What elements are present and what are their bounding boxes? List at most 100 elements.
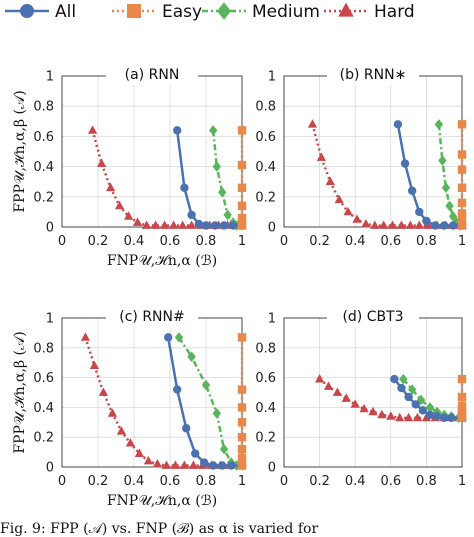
panel-title: (d) CBT3 [327, 305, 419, 327]
data-point-easy [457, 401, 467, 411]
data-point-all [210, 221, 220, 230]
data-point-medium [212, 161, 221, 172]
data-point-hard [403, 412, 414, 422]
y-tick-label: 0.2 [255, 431, 276, 446]
data-point-hard [132, 217, 143, 226]
data-point-medium [187, 351, 196, 362]
y-tick-label: 1 [268, 70, 276, 85]
x-tick-label: 1 [458, 234, 466, 249]
data-point-all [218, 461, 227, 470]
data-point-all [448, 221, 458, 230]
x-tick-label: 0 [280, 234, 288, 249]
data-point-all [422, 216, 431, 226]
x-tick-label: 0.8 [416, 474, 437, 489]
data-point-all [390, 374, 399, 384]
data-point-easy [237, 433, 247, 442]
data-point-hard [370, 220, 380, 229]
data-point-hard [105, 182, 116, 192]
series-easy [237, 126, 247, 230]
y-tick-label: 1 [268, 312, 276, 327]
figure-caption: Fig. 9: FPP (𝒜) vs. FNP (ℬ) as α is vari… [0, 521, 318, 537]
chart-panels: 0 0.2 0.4 0.6 0.8 1 0 0.2 0.4 0.6 0.8 1 (a) RNN FPP𝒰,… [12, 63, 467, 509]
panel-title-text: (a) RNN [125, 67, 180, 83]
data-point-hard [341, 393, 351, 402]
y-tick-label: 1 [46, 70, 54, 85]
x-tick-label: 0.8 [196, 234, 217, 249]
panel-title: (b) RNN∗ [327, 63, 419, 85]
data-point-all [415, 207, 424, 217]
data-point-medium [445, 200, 454, 212]
data-point-all [209, 461, 218, 470]
x-tick-label: 1 [238, 474, 246, 489]
data-point-hard [332, 387, 343, 396]
data-point-medium [399, 373, 408, 385]
x-axis-label: FNP𝒰,ℋn,α (ℬ) [107, 493, 217, 509]
data-point-medium [223, 209, 232, 221]
data-point-all [425, 410, 435, 420]
data-point-hard [188, 460, 199, 469]
data-point-hard [107, 408, 118, 417]
data-point-hard [89, 360, 100, 370]
data-point-hard [307, 119, 318, 128]
data-point-all [411, 400, 420, 409]
data-point-all [418, 406, 428, 415]
plot-area [284, 318, 462, 467]
x-tick-label: 0.2 [309, 474, 330, 489]
data-point-hard [150, 220, 161, 229]
panel-title-text: (d) CBT3 [342, 309, 403, 325]
x-tick-label: 1 [458, 474, 466, 489]
data-point-easy [237, 403, 247, 412]
data-point-medium [201, 379, 211, 391]
legend-entry-hard: Hard [324, 2, 415, 22]
y-tick-label: 0.4 [255, 401, 276, 416]
plot-area [284, 76, 462, 227]
chart-panel-1: 0 0.2 0.4 0.6 0.8 1 0 0.2 0.4 0.6 0.8 1 (a) RNN FPP𝒰,… [12, 63, 247, 269]
data-point-hard [152, 458, 163, 468]
data-point-hard [177, 220, 188, 229]
data-point-hard [361, 218, 371, 228]
data-point-hard [159, 220, 170, 229]
data-point-medium [434, 119, 444, 130]
data-point-hard [87, 125, 98, 134]
data-point-easy [237, 461, 247, 470]
legend-entry-easy: Easy [112, 2, 202, 22]
data-point-hard [377, 409, 387, 419]
data-point-all [397, 383, 406, 393]
data-point-easy [457, 413, 467, 423]
y-tick-label: 0 [268, 221, 276, 236]
chart-panel-3: 0 0.2 0.4 0.6 0.8 1 0 0.2 0.4 0.6 0.8 1 (c) RNN# FPP𝒰… [12, 305, 247, 509]
x-tick-label: 0.6 [380, 474, 401, 489]
data-point-easy [237, 213, 247, 223]
data-point-medium [212, 408, 221, 419]
data-point-all [200, 458, 209, 467]
x-tick-label: 0 [58, 234, 66, 249]
data-point-easy [457, 221, 467, 230]
panel-title: (c) RNN# [106, 305, 198, 327]
x-tick-label: 1 [238, 234, 246, 249]
x-tick-label: 0.6 [160, 234, 181, 249]
data-point-hard [96, 158, 107, 167]
data-point-all [194, 219, 203, 229]
data-point-hard [143, 456, 154, 465]
data-point-easy [237, 201, 247, 211]
data-point-all [431, 221, 440, 230]
chart-panel-2: 0 0.2 0.4 0.6 0.8 1 0 0.2 0.4 0.6 0.8 1 (b) RNN∗ [255, 63, 467, 249]
x-tick-label: 0.6 [380, 234, 401, 249]
y-axis-label: FPP𝒰,ℋn,α,β (𝒜) [12, 90, 28, 212]
y-tick-label: 0 [46, 221, 54, 236]
y-tick-label: 0 [268, 461, 276, 476]
x-tick-label: 0.2 [88, 474, 109, 489]
legend-entry-medium: Medium [202, 2, 320, 22]
data-point-easy [457, 165, 467, 174]
y-axis-label: FPP𝒰,ℋn,α,β (𝒜) [12, 331, 28, 453]
data-point-all [227, 461, 236, 470]
data-point-hard [325, 176, 335, 186]
data-point-all [447, 413, 456, 423]
data-point-easy [457, 198, 467, 208]
data-point-all [173, 385, 182, 394]
x-tick-label: 0.4 [345, 474, 366, 489]
data-point-medium [441, 182, 451, 193]
data-point-hard [80, 332, 91, 341]
data-point-all [400, 159, 410, 168]
